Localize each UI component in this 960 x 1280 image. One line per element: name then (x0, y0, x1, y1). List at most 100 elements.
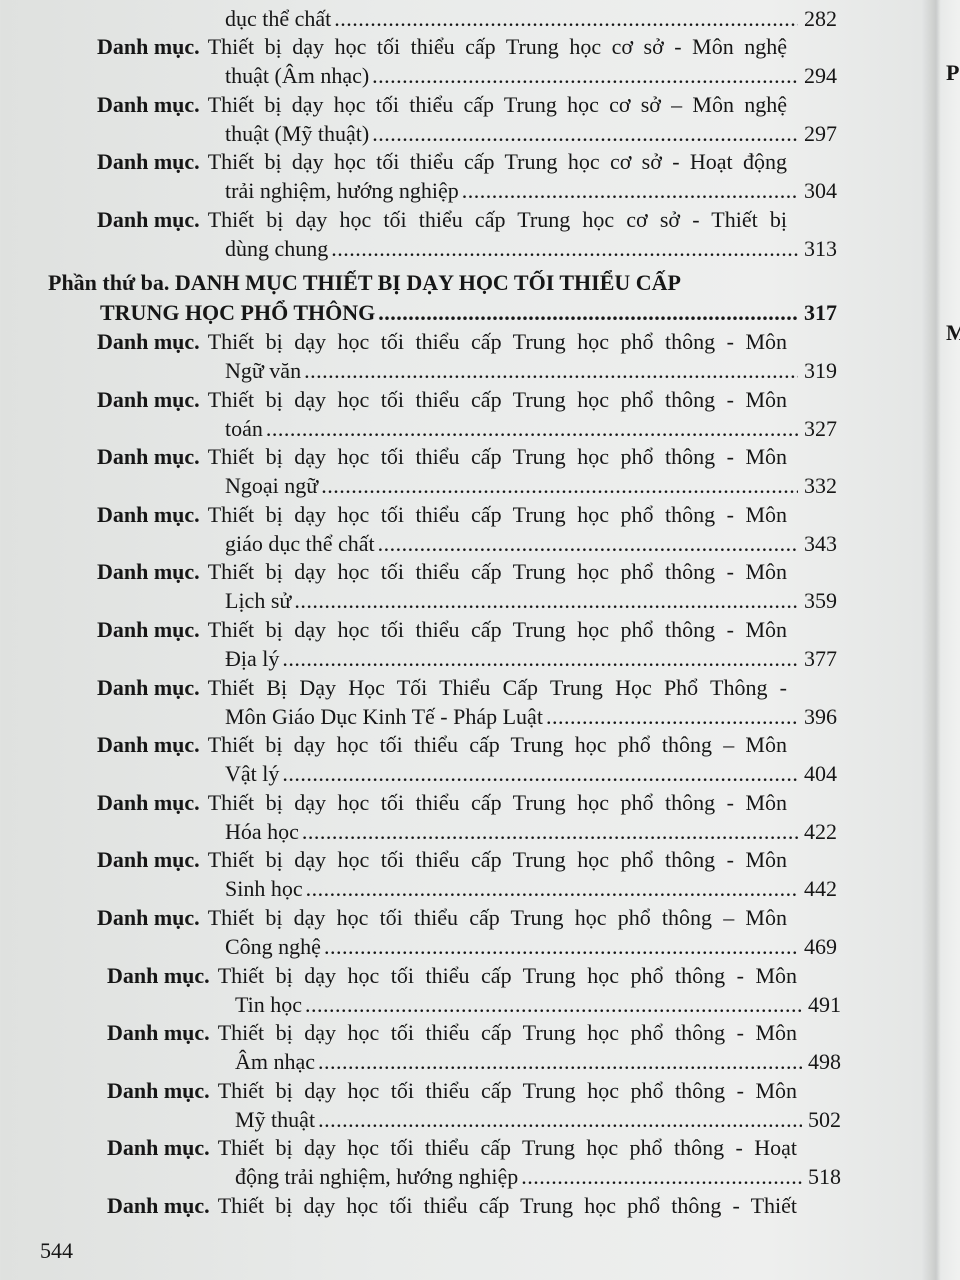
entry-label: Danh mục. (97, 674, 200, 700)
entry-title: Thiết bị dạy học tối thiểu cấp Trung học… (217, 1077, 797, 1103)
page-number: 404 (804, 761, 837, 787)
toc-entry-continuation: dục thể chất 282 (225, 4, 837, 34)
entry-title-continued: Công nghệ (225, 934, 321, 959)
page-number: 377 (804, 646, 837, 671)
toc-entry-line2: Công nghệ 469 (225, 932, 837, 962)
toc-entry-line2: Âm nhạc 498 (235, 1047, 841, 1077)
dot-leader (372, 61, 798, 91)
entry-title: Thiết bị dạy học tối thiểu cấp Trung học… (207, 501, 787, 527)
entry-title-continued: thuật (Mỹ thuật) (225, 120, 370, 146)
entry-title-continued: Môn Giáo Dục Kinh Tế - Pháp Luật (225, 703, 543, 729)
toc-entry-line2: dùng chung 313 (225, 234, 837, 264)
toc-entry-line1: Danh mục. Thiết bị dạy học tối thiểu cấp … (97, 385, 787, 415)
dot-leader (546, 702, 798, 732)
toc-entry-line2: động trải nghiệm, hướng nghiệp 518 (235, 1162, 841, 1192)
entry-title-continued: Mỹ thuật (235, 1106, 316, 1132)
entry-title: Thiết bị dạy học tối thiểu cấp Trung học… (207, 34, 787, 59)
entry-title-continued: Tin học (235, 991, 303, 1017)
dot-leader (321, 471, 798, 501)
entry-title: Thiết bị dạy học tối thiểu cấp Trung học… (207, 789, 787, 815)
toc-entry-line2: Ngữ văn 319 (225, 356, 837, 386)
toc-entry-line2: thuật (Mỹ thuật) 297 (225, 119, 837, 149)
page-number: 332 (804, 473, 837, 499)
page-number: 297 (804, 120, 837, 146)
page-number: 498 (808, 1049, 841, 1075)
toc-entry-line1: Danh mục. Thiết bị dạy học tối thiểu cấp … (107, 1191, 797, 1221)
dot-leader (331, 234, 798, 264)
entry-label: Danh mục. (97, 329, 200, 354)
entry-title: Thiết bị dạy học tối thiểu cấp Trung học… (207, 559, 787, 585)
toc-entry-line1: Danh mục. Thiết bị dạy học tối thiểu cấp … (97, 730, 787, 760)
dot-leader (318, 1047, 802, 1077)
entry-label: Danh mục. (107, 1193, 210, 1218)
page-number: 313 (804, 235, 837, 261)
toc-entry-line1: Danh mục. Thiết bị dạy học tối thiểu cấp … (107, 961, 797, 991)
entry-label: Danh mục. (107, 962, 210, 988)
entry-label: Danh mục. (107, 1020, 210, 1046)
dot-leader (334, 4, 798, 34)
entry-title-continued: toán (225, 415, 263, 441)
toc-entry-line1: Danh mục. Thiết bị dạy học tối thiểu cấp … (97, 788, 787, 818)
entry-title-continued: Hóa học (225, 818, 299, 844)
entry-title-continued: giáo dục thể chất (225, 530, 375, 556)
entry-title-continued: Ngữ văn (225, 358, 302, 383)
toc-entry-line2: Mỹ thuật 502 (235, 1105, 841, 1135)
dot-leader (302, 817, 798, 847)
page-number: 469 (804, 934, 837, 959)
dot-leader (378, 298, 798, 328)
toc-entry-line1: Danh mục. Thiết bị dạy học tối thiểu cấp … (97, 147, 787, 177)
toc-entry-line1: Danh mục. Thiết bị dạy học tối thiểu cấp … (97, 845, 787, 875)
toc-entry-line2: Môn Giáo Dục Kinh Tế - Pháp Luật 396 (225, 702, 837, 732)
entry-label: Danh mục. (97, 149, 200, 174)
toc-entry-line2: giáo dục thể chất 343 (225, 529, 837, 559)
entry-label: Danh mục. (97, 501, 200, 527)
page-number: 319 (804, 358, 837, 383)
dot-leader (304, 356, 798, 386)
dot-leader (318, 1105, 802, 1135)
entry-title: Thiết bị dạy học tối thiểu cấp Trung học… (207, 206, 787, 232)
entry-title-continued: Âm nhạc (235, 1049, 316, 1075)
toc-entry-line1: Danh mục. Thiết bị dạy học tối thiểu cấp … (107, 1018, 797, 1048)
entry-title: Thiết bị dạy học tối thiểu cấp Trung học… (207, 847, 787, 873)
entry-title-continued: thuật (Âm nhạc) (225, 63, 370, 88)
toc-entry-line1: Danh mục. Thiết bị dạy học tối thiểu cấp … (97, 90, 787, 120)
entry-label: Danh mục. (107, 1077, 210, 1103)
toc-entry-line2: thuật (Âm nhạc) 294 (225, 61, 837, 91)
entry-title-continued: Ngoại ngữ (225, 473, 319, 499)
entry-title-continued: Lịch sử (225, 588, 292, 614)
entry-title-continued: trải nghiệm, hướng nghiệp (225, 178, 459, 203)
dot-leader (282, 759, 798, 789)
entry-label: Danh mục. (97, 559, 200, 585)
dot-leader (521, 1162, 802, 1192)
facing-page-fragment: P (946, 60, 960, 85)
toc-entry-line2: Sinh học 442 (225, 874, 837, 904)
toc-entry-line1: Danh mục. Thiết bị dạy học tối thiểu cấp … (107, 1133, 797, 1163)
page-number: 343 (804, 530, 837, 556)
entry-label: Danh mục. (107, 1135, 210, 1161)
dot-leader (306, 874, 798, 904)
toc-entry-line2: Tin học 491 (235, 990, 841, 1020)
entry-label: Danh mục. (97, 847, 200, 873)
entry-title-continued: Địa lý (225, 646, 280, 671)
toc-entry-line1: Danh mục. Thiết bị dạy học tối thiểu cấp … (97, 500, 787, 530)
page-number: 491 (808, 991, 841, 1017)
page-number: 294 (804, 63, 837, 88)
entry-title-continued: động trải nghiệm, hướng nghiệp (235, 1164, 519, 1190)
entry-title: Thiết bị dạy học tối thiểu cấp Trung học… (207, 149, 787, 174)
page-number: 282 (804, 6, 837, 31)
facing-page-fragment: M (946, 320, 960, 345)
entry-label: Danh mục. (97, 905, 200, 930)
part-heading-line2: TRUNG HỌC PHỔ THÔNG 317 (100, 298, 837, 328)
folio-page-number: 544 (40, 1238, 73, 1263)
toc-entry-line2: trải nghiệm, hướng nghiệp 304 (225, 176, 837, 206)
page-number: 359 (804, 588, 837, 614)
dot-leader (294, 586, 798, 616)
entry-label: Danh mục. (97, 732, 200, 758)
page-number: 442 (804, 876, 837, 902)
toc-entry-line1: Danh mục. Thiết bị dạy học tối thiểu cấp … (97, 442, 787, 472)
part-heading-text: TRUNG HỌC PHỔ THÔNG (100, 300, 376, 325)
entry-title: Thiết bị dạy học tối thiểu cấp Trung học… (207, 329, 787, 354)
toc-entry-line2: Vật lý 404 (225, 759, 837, 789)
entry-title: dục thể chất (225, 6, 332, 31)
dot-leader (462, 176, 798, 206)
